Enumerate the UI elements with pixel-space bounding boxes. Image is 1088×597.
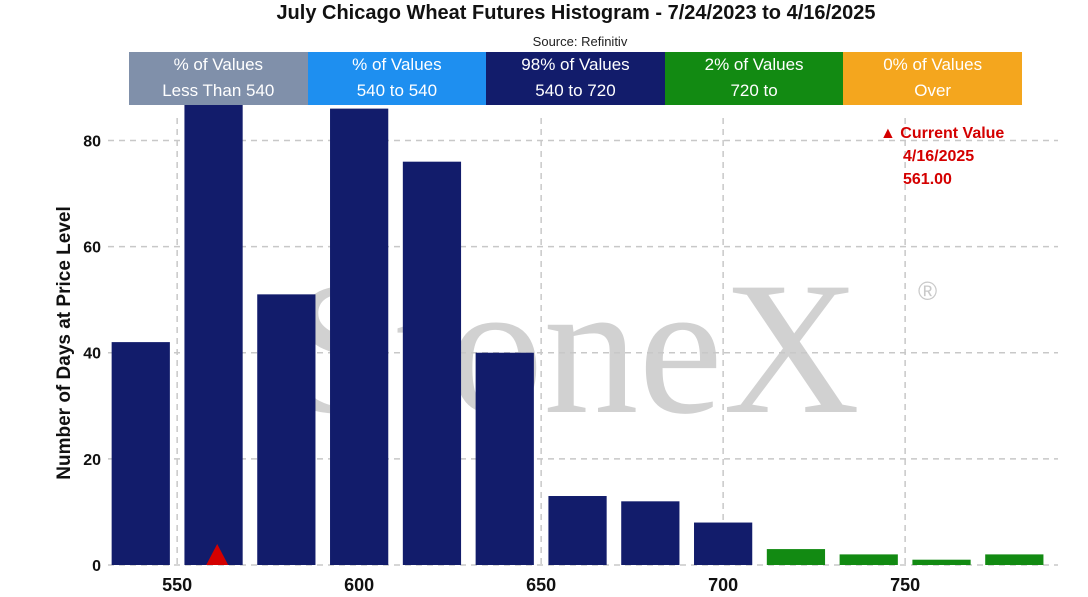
band-2-line1: 98% of Values [521, 55, 630, 74]
y-tick-label: 60 [83, 240, 101, 257]
bar [548, 496, 607, 565]
bar [184, 103, 243, 565]
band-4-line2: Over [914, 81, 952, 100]
band-3: 2% of Values 720 to [664, 52, 844, 105]
bar [621, 501, 680, 565]
bar [111, 342, 170, 565]
band-1-line2: 540 to 540 [356, 81, 438, 100]
bar [985, 554, 1044, 565]
current-value-annotation: ▲ Current Value 4/16/2025 561.00 [880, 122, 1004, 191]
x-tick-label: 600 [344, 575, 374, 595]
watermark-registered: ® [918, 276, 937, 306]
x-axis-ticks: 550 600 650 700 750 [162, 575, 920, 595]
bar [330, 108, 389, 565]
y-axis-ticks: 0 20 40 60 80 [83, 133, 101, 575]
current-value-number: 561.00 [903, 171, 952, 188]
band-0: % of Values Less Than 540 [129, 52, 308, 105]
bar [257, 294, 316, 565]
current-value-label: Current Value [900, 125, 1005, 142]
chart-title: July Chicago Wheat Futures Histogram - 7… [276, 2, 876, 24]
y-tick-label: 0 [92, 558, 101, 575]
value-range-bands: % of Values Less Than 540 % of Values 540 t… [129, 52, 1022, 105]
current-value-marker [206, 544, 229, 565]
x-tick-label: 650 [526, 575, 556, 595]
bar [912, 559, 971, 565]
band-3-line2: 720 to [730, 81, 778, 100]
y-axis-label: Number of Days at Price Level [54, 206, 75, 480]
chart-source: Source: Refinitiv [532, 34, 628, 49]
triangle-up-icon [206, 544, 229, 565]
y-tick-label: 40 [83, 346, 101, 363]
bar [694, 522, 753, 565]
bar [475, 352, 534, 565]
band-2: 98% of Values 540 to 720 [486, 52, 665, 105]
x-tick-label: 700 [708, 575, 738, 595]
y-tick-label: 20 [83, 452, 101, 469]
bar [402, 161, 462, 565]
bar [766, 549, 826, 565]
band-1-line1: % of Values [352, 55, 442, 74]
band-4-line1: 0% of Values [883, 55, 983, 74]
band-1: % of Values 540 to 540 [307, 52, 487, 105]
triangle-up-icon: ▲ [880, 125, 896, 142]
bars [111, 103, 1044, 565]
band-3-line1: 2% of Values [704, 55, 804, 74]
band-0-line2: Less Than 540 [162, 81, 275, 100]
x-tick-label: 550 [162, 575, 192, 595]
current-value-date: 4/16/2025 [903, 148, 975, 165]
bar [839, 554, 898, 565]
band-0-line1: % of Values [173, 55, 264, 74]
band-4: 0% of Values Over [843, 52, 1022, 105]
band-2-line2: 540 to 720 [535, 81, 616, 100]
x-tick-label: 750 [890, 575, 920, 595]
y-tick-label: 80 [83, 133, 101, 150]
